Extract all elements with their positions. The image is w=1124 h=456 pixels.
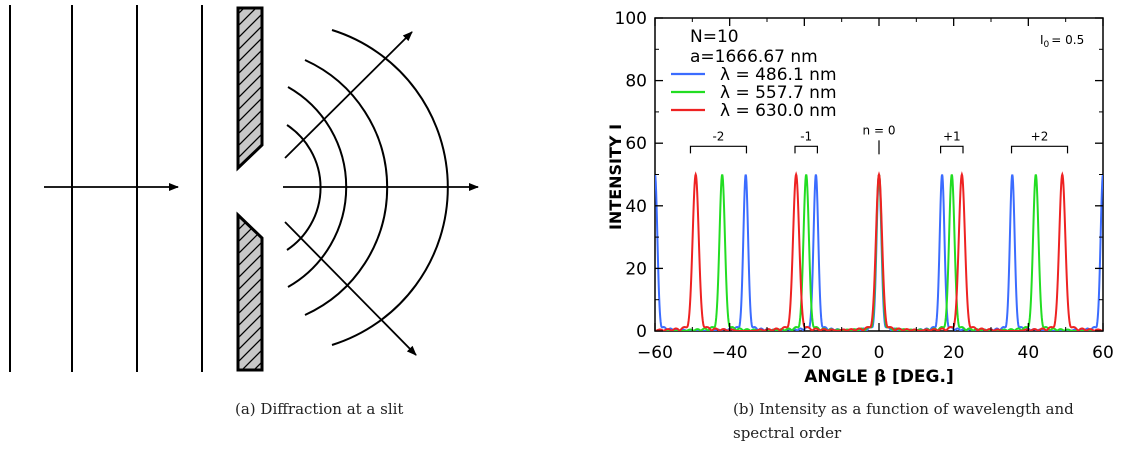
x-tick-label: −20: [786, 343, 822, 363]
order-label: +1: [943, 129, 961, 143]
axis-ticks: [654, 17, 1104, 332]
caption-b: (b) Intensity as a function of wavelengt…: [733, 400, 1074, 442]
tick-labels: −60 −40 −20 0 20 40 60 0 20 40 60 80 100: [615, 9, 1114, 363]
x-tick-label: −40: [712, 343, 748, 363]
y-tick-label: 40: [625, 197, 647, 217]
grating-spacing-label: a=1666.67 nm: [690, 47, 818, 67]
order-bracket: [940, 145, 964, 154]
diffracted-arrow-up: [284, 31, 413, 159]
i0-symbol: I: [1040, 33, 1044, 47]
order-bracket: [1010, 145, 1069, 154]
slit-upper-barrier: [236, 6, 264, 172]
slit-lower-barrier: [236, 211, 264, 372]
legend-label: λ = 630.0 nm: [720, 101, 837, 121]
x-tick-label: 60: [1092, 343, 1114, 363]
order-bracket: [689, 145, 748, 154]
y-axis-label: INTENSITY I: [606, 124, 625, 230]
x-tick-label: 40: [1018, 343, 1040, 363]
series-curve: [655, 174, 1103, 331]
y-tick-label: 0: [636, 322, 647, 342]
legend-label: λ = 486.1 nm: [720, 65, 837, 85]
order-label: -1: [800, 129, 812, 143]
y-tick-label: 100: [615, 9, 647, 29]
y-tick-label: 60: [625, 134, 647, 154]
series-curve: [655, 171, 1103, 331]
diffracted-arrow-down: [284, 221, 417, 356]
order-label: -2: [712, 129, 724, 143]
order-label: +2: [1031, 129, 1049, 143]
order-bracket: [794, 145, 818, 154]
x-tick-label: 20: [943, 343, 965, 363]
x-axis-label: ANGLE β [DEG.]: [804, 367, 953, 387]
x-tick-label: 0: [874, 343, 885, 363]
intensity-chart: -2 -1 n = 0 +1 +2 −60 −40 −20 0 20 40 60 0 20 40 60 80 1…: [606, 9, 1114, 387]
grating-count-label: N=10: [690, 27, 739, 47]
order-brackets: -2 -1 n = 0 +1 +2: [689, 123, 1069, 155]
legend-label: λ = 557.7 nm: [720, 83, 837, 103]
series-curve: [655, 174, 1103, 331]
slit-diffraction-diagram: [9, 5, 479, 372]
caption-a: (a) Diffraction at a slit: [235, 400, 404, 418]
y-tick-label: 20: [625, 259, 647, 279]
i0-subscript: 0: [1044, 40, 1050, 50]
legend: λ = 486.1 nmλ = 557.7 nmλ = 630.0 nm: [671, 65, 837, 121]
i0-label: I0 = 0.5: [1040, 33, 1084, 50]
x-tick-label: −60: [637, 343, 673, 363]
y-tick-label: 80: [625, 72, 647, 92]
i0-value: = 0.5: [1051, 33, 1084, 47]
order-label: n = 0: [863, 123, 896, 137]
spectral-curves: [655, 171, 1103, 331]
